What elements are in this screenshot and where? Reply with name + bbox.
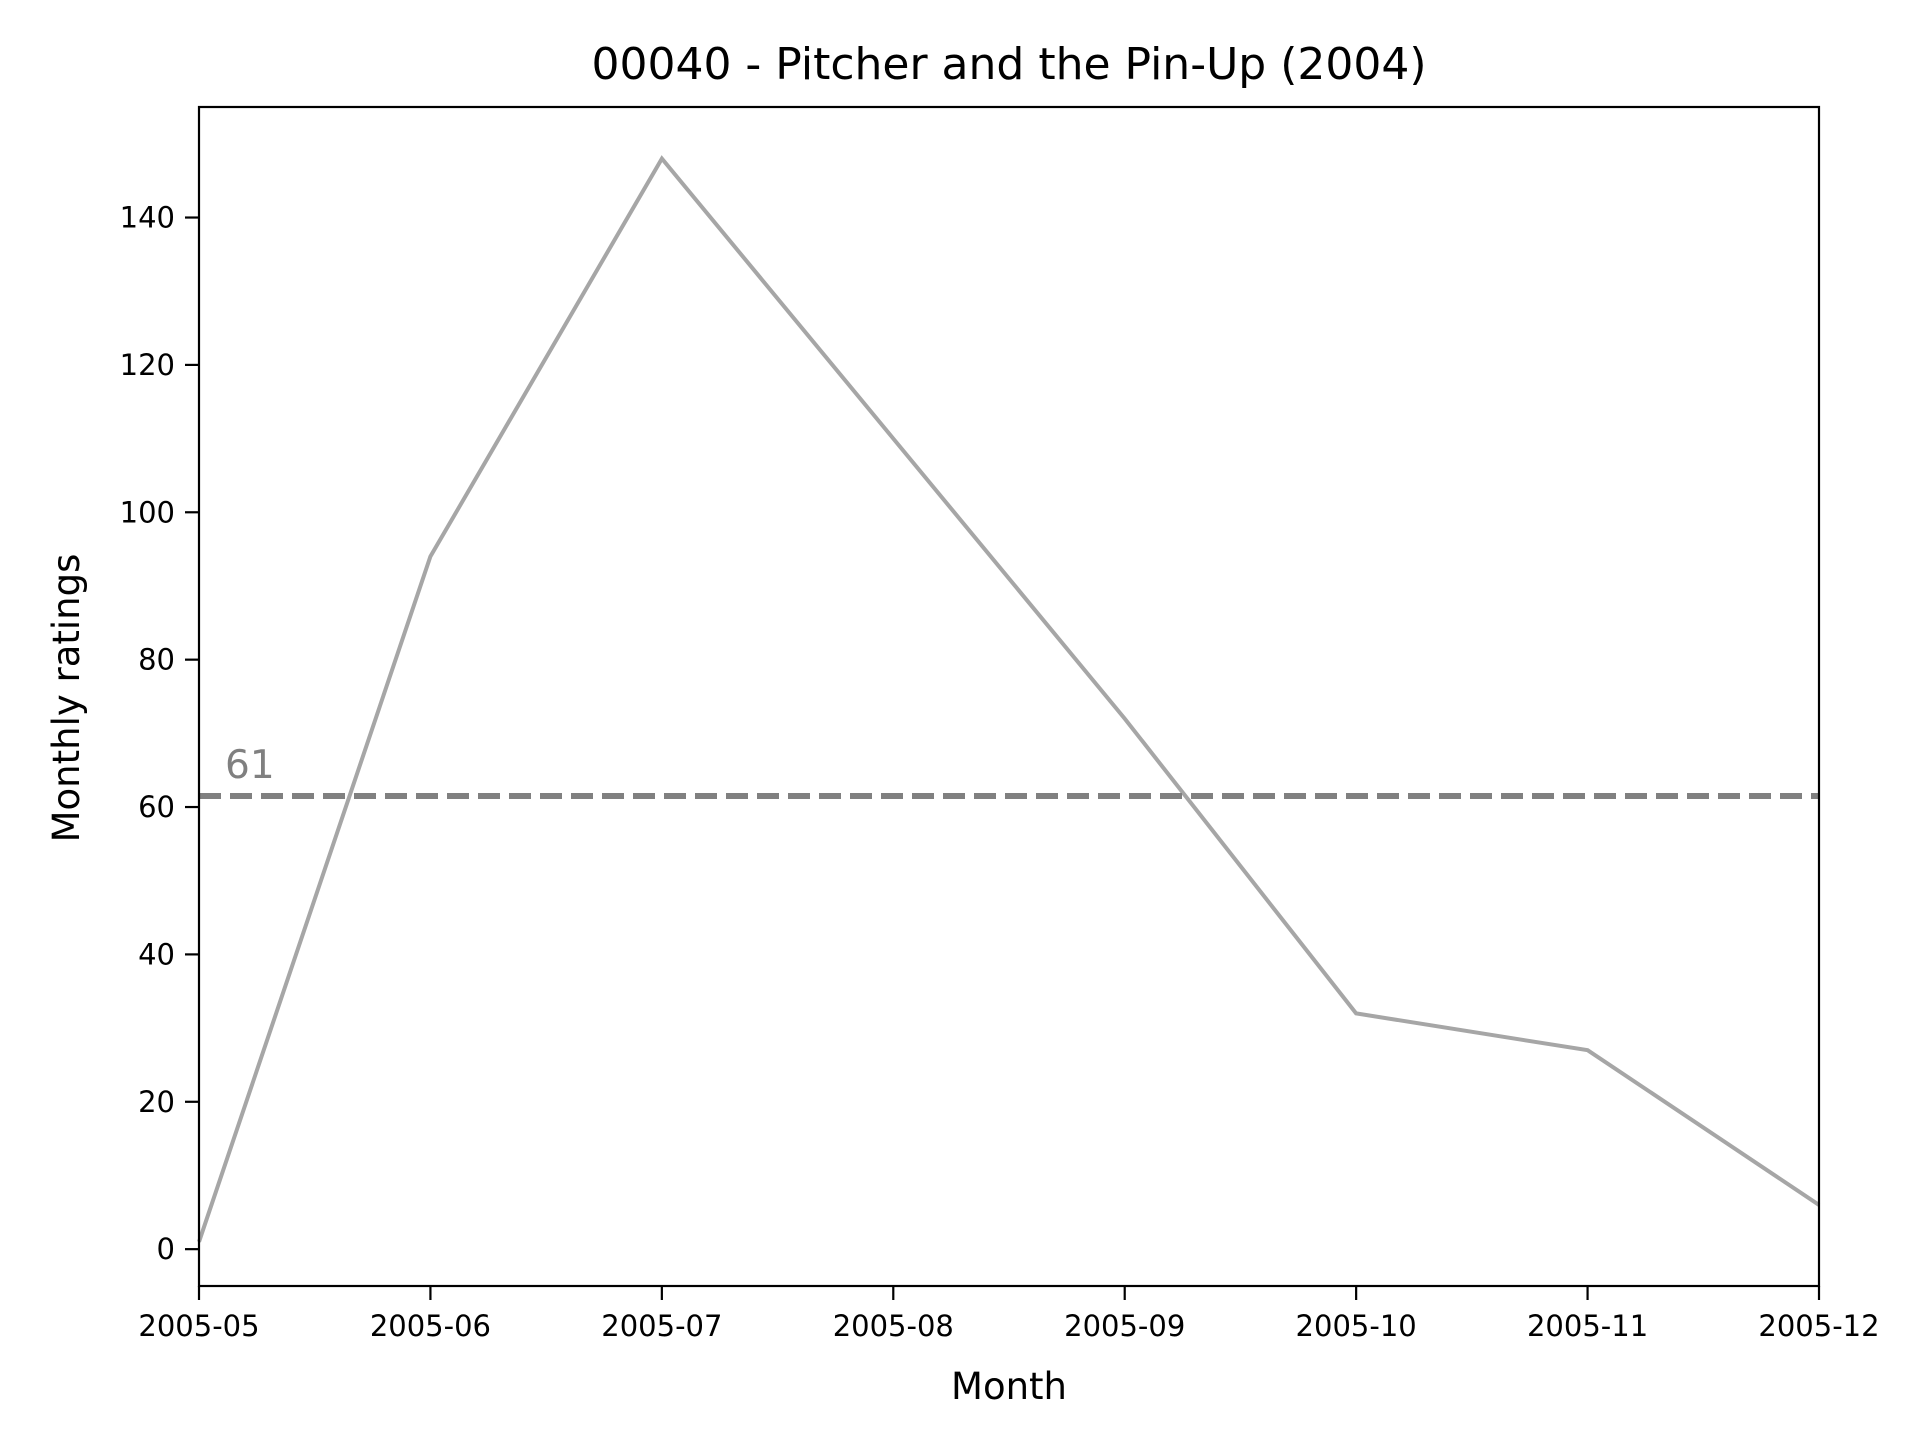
x-tick-label: 2005-06 <box>370 1309 491 1343</box>
y-axis-label: Monthly ratings <box>45 554 88 843</box>
y-tick-label: 80 <box>138 643 175 677</box>
x-tick-label: 2005-12 <box>1758 1309 1879 1343</box>
plot-area: 61 0 20 40 60 80 100 120 140 2005-05 2005-06 2005-0… <box>120 105 1880 1343</box>
x-axis-label: Month <box>951 1365 1067 1408</box>
y-tick-label: 20 <box>138 1085 175 1119</box>
x-tick-label: 2005-05 <box>138 1309 259 1343</box>
x-tick-label: 2005-10 <box>1296 1309 1417 1343</box>
x-tick-label: 2005-07 <box>601 1309 722 1343</box>
y-tick-label: 100 <box>120 495 175 529</box>
x-tick-label: 2005-08 <box>833 1309 954 1343</box>
y-tick-label: 40 <box>138 937 175 971</box>
y-tick-label: 120 <box>120 348 175 382</box>
y-tick-label: 140 <box>120 201 175 235</box>
chart-title: 00040 - Pitcher and the Pin-Up (2004) <box>591 39 1426 90</box>
x-tick-label: 2005-11 <box>1527 1309 1648 1343</box>
x-tick-label: 2005-09 <box>1064 1309 1185 1343</box>
plot-frame <box>197 105 1821 1288</box>
series-line-0 <box>197 155 1821 1243</box>
y-tick-label: 60 <box>138 790 175 824</box>
y-tick-label: 0 <box>157 1232 175 1266</box>
reference-line-label: 61 <box>225 743 275 788</box>
